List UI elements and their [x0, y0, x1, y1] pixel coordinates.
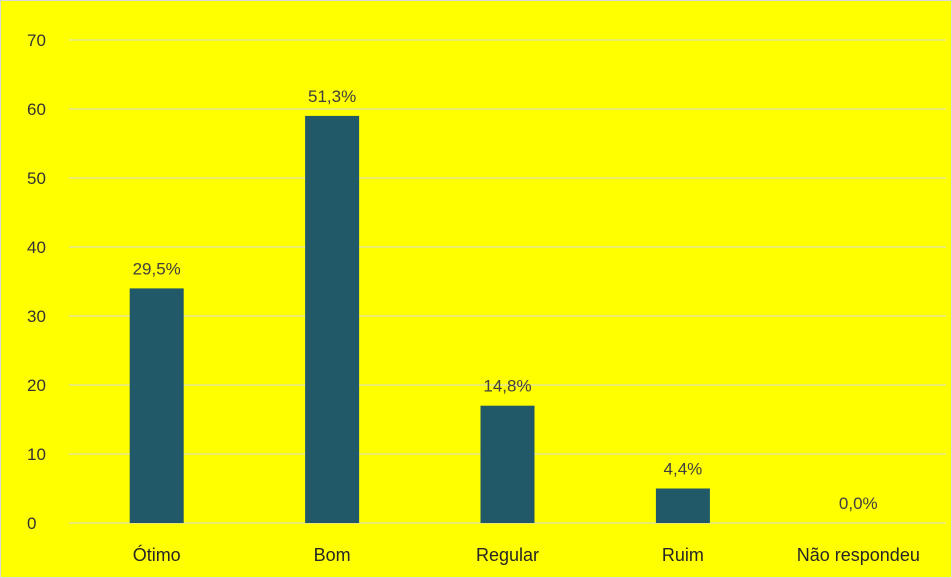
- data-label: 29,5%: [133, 259, 181, 278]
- y-tick-label: 0: [27, 514, 36, 533]
- y-tick-label: 70: [27, 31, 46, 50]
- data-labels: 29,5% 51,3% 14,8% 4,4% 0,0%: [133, 87, 878, 513]
- bar: [305, 115, 360, 524]
- y-tick-label: 40: [27, 238, 46, 257]
- y-tick-label: 30: [27, 307, 46, 326]
- category-label: Regular: [476, 545, 539, 565]
- data-label: 4,4%: [664, 460, 703, 479]
- category-label: Ótimo: [133, 544, 181, 565]
- y-tick-label: 50: [27, 169, 46, 188]
- data-label: 14,8%: [483, 377, 531, 396]
- y-axis-tick-labels: 0 10 20 30 40 50 60 70: [27, 31, 46, 533]
- bar: [655, 488, 710, 523]
- bars: [129, 115, 710, 524]
- category-label: Bom: [314, 545, 351, 565]
- data-label: 51,3%: [308, 87, 356, 106]
- category-label: Ruim: [662, 545, 704, 565]
- x-axis-category-labels: Ótimo Bom Regular Ruim Não respondeu: [133, 544, 920, 565]
- bar: [129, 288, 184, 523]
- data-label: 0,0%: [839, 494, 878, 513]
- y-tick-label: 60: [27, 100, 46, 119]
- category-label: Não respondeu: [797, 545, 920, 565]
- y-tick-label: 20: [27, 376, 46, 395]
- y-tick-label: 10: [27, 445, 46, 464]
- bar: [480, 405, 535, 523]
